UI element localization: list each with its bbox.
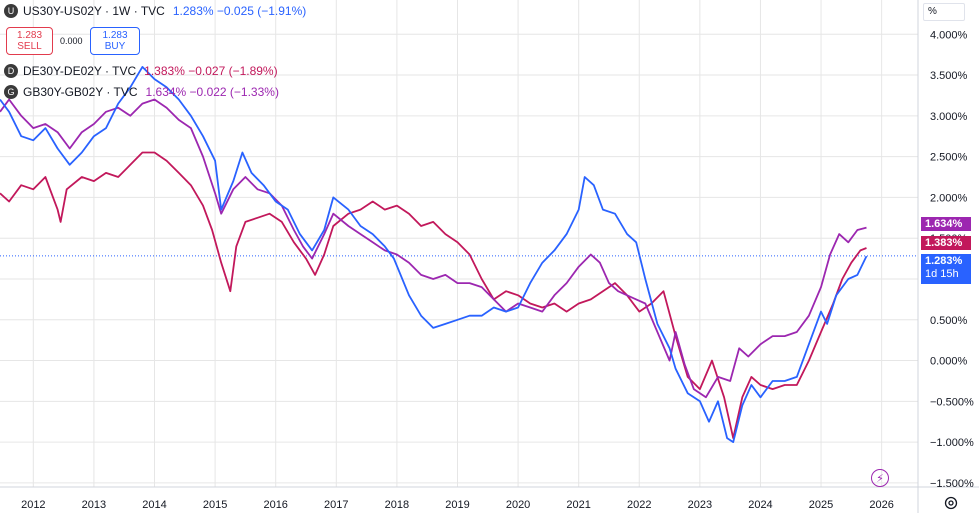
symbol-badge-gb: G bbox=[4, 85, 18, 99]
x-tick-label: 2025 bbox=[809, 499, 833, 511]
legend-gb-symbol[interactable]: GB30Y-GB02Y · TVC bbox=[23, 85, 138, 99]
x-tick-label: 2019 bbox=[445, 499, 469, 511]
bar-countdown: 1d 15h bbox=[925, 268, 959, 280]
legend-gb[interactable]: G GB30Y-GB02Y · TVC 1.634% −0.022 (−1.33… bbox=[4, 85, 279, 99]
y-tick-label: −0.500% bbox=[930, 396, 974, 408]
x-tick-label: 2013 bbox=[82, 499, 106, 511]
x-tick-label: 2023 bbox=[688, 499, 712, 511]
legend-main[interactable]: U US30Y-US02Y · 1W · TVC 1.283% −0.025 (… bbox=[4, 4, 306, 18]
series-lines bbox=[0, 66, 918, 443]
buy-label: BUY bbox=[104, 41, 126, 52]
x-tick-label: 2014 bbox=[142, 499, 166, 511]
x-tick-label: 2018 bbox=[385, 499, 409, 511]
sell-label: SELL bbox=[17, 41, 42, 52]
y-tick-label: −1.000% bbox=[930, 437, 974, 449]
spread-value: 0.000 bbox=[60, 36, 83, 46]
sell-button[interactable]: 1.283 SELL bbox=[6, 27, 53, 55]
x-tick-label: 2012 bbox=[21, 499, 45, 511]
x-tick-label: 2017 bbox=[324, 499, 348, 511]
y-tick-label: 4.000% bbox=[930, 29, 968, 41]
x-tick-label: 2026 bbox=[869, 499, 893, 511]
price-tag-de: 1.383% bbox=[921, 236, 971, 250]
x-tick-label: 2024 bbox=[748, 499, 772, 511]
series-line-de bbox=[0, 151, 867, 439]
x-tick-label: 2016 bbox=[263, 499, 287, 511]
x-tick-label: 2015 bbox=[203, 499, 227, 511]
series-line-gb bbox=[0, 98, 867, 399]
buy-price: 1.283 bbox=[102, 30, 128, 41]
x-tick-label: 2022 bbox=[627, 499, 651, 511]
price-tag-gb: 1.634% bbox=[921, 217, 971, 231]
series-line-us bbox=[0, 66, 868, 443]
legend-gb-values: 1.634% −0.022 (−1.33%) bbox=[145, 85, 279, 99]
price-tag-us: 1.283% 1d 15h bbox=[921, 254, 971, 284]
sell-price: 1.283 bbox=[16, 30, 43, 41]
gear-icon[interactable] bbox=[943, 495, 959, 511]
y-tick-label: 2.500% bbox=[930, 152, 968, 164]
legend-de-symbol[interactable]: DE30Y-DE02Y · TVC bbox=[23, 64, 137, 78]
scale-mode-button[interactable]: % bbox=[923, 3, 965, 21]
x-tick-label: 2020 bbox=[506, 499, 530, 511]
symbol-badge-us: U bbox=[4, 4, 18, 18]
legend-de[interactable]: D DE30Y-DE02Y · TVC 1.383% −0.027 (−1.89… bbox=[4, 64, 278, 78]
symbol-badge-de: D bbox=[4, 64, 18, 78]
x-tick-label: 2021 bbox=[566, 499, 590, 511]
lightning-icon[interactable]: ⚡ bbox=[871, 469, 889, 487]
y-tick-label: −1.500% bbox=[930, 478, 974, 490]
y-tick-label: 0.000% bbox=[930, 356, 968, 368]
legend-main-symbol[interactable]: US30Y-US02Y · 1W · TVC bbox=[23, 4, 165, 18]
buy-button[interactable]: 1.283 BUY bbox=[90, 27, 140, 55]
y-tick-label: 3.000% bbox=[930, 111, 968, 123]
y-tick-label: 2.000% bbox=[930, 192, 968, 204]
legend-de-values: 1.383% −0.027 (−1.89%) bbox=[144, 64, 278, 78]
y-tick-label: 0.500% bbox=[930, 315, 968, 327]
legend-main-values: 1.283% −0.025 (−1.91%) bbox=[172, 4, 307, 18]
y-tick-label: 3.500% bbox=[930, 70, 968, 82]
price-tag-us-value: 1.283% bbox=[925, 255, 963, 267]
